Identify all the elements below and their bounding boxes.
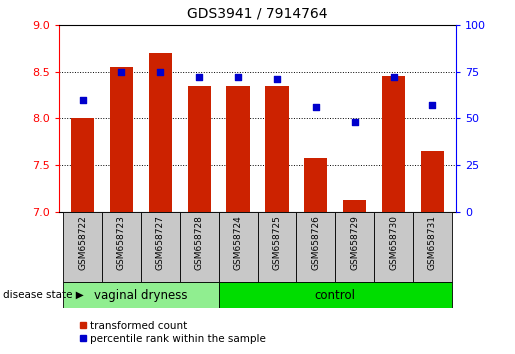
Bar [258, 212, 296, 282]
Title: GDS3941 / 7914764: GDS3941 / 7914764 [187, 7, 328, 21]
Text: GSM658724: GSM658724 [234, 215, 243, 270]
Text: GSM658722: GSM658722 [78, 215, 87, 270]
Text: GSM658725: GSM658725 [272, 215, 281, 270]
Bar [421, 151, 444, 212]
Point [351, 119, 359, 125]
Bar [102, 212, 141, 282]
Text: GSM658728: GSM658728 [195, 215, 204, 270]
Bar [265, 86, 288, 212]
Bar [219, 282, 452, 308]
Point [195, 74, 203, 80]
Text: GSM658726: GSM658726 [311, 215, 320, 270]
Point [312, 104, 320, 110]
Bar [335, 212, 374, 282]
Bar [149, 53, 172, 212]
Bar [343, 200, 366, 212]
Text: GSM658723: GSM658723 [117, 215, 126, 270]
Point [156, 69, 164, 74]
Bar [71, 118, 94, 212]
Point [273, 76, 281, 82]
Bar [63, 212, 102, 282]
Bar [374, 212, 413, 282]
Bar [141, 212, 180, 282]
Bar [219, 212, 258, 282]
Bar [63, 282, 219, 308]
Text: vaginal dryness: vaginal dryness [94, 289, 187, 302]
Text: GSM658730: GSM658730 [389, 215, 398, 270]
Legend: transformed count, percentile rank within the sample: transformed count, percentile rank withi… [75, 317, 270, 348]
Text: GSM658729: GSM658729 [350, 215, 359, 270]
Text: GSM658727: GSM658727 [156, 215, 165, 270]
Text: disease state ▶: disease state ▶ [3, 290, 83, 300]
Point [428, 102, 437, 108]
Bar [187, 86, 211, 212]
Text: control: control [315, 289, 356, 302]
Point [117, 69, 126, 74]
Bar [296, 212, 335, 282]
Bar [180, 212, 219, 282]
Bar [413, 212, 452, 282]
Bar [382, 76, 405, 212]
Bar [110, 67, 133, 212]
Bar [227, 86, 250, 212]
Point [78, 97, 87, 102]
Point [389, 74, 398, 80]
Text: GSM658731: GSM658731 [428, 215, 437, 270]
Bar [304, 159, 328, 212]
Point [234, 74, 242, 80]
